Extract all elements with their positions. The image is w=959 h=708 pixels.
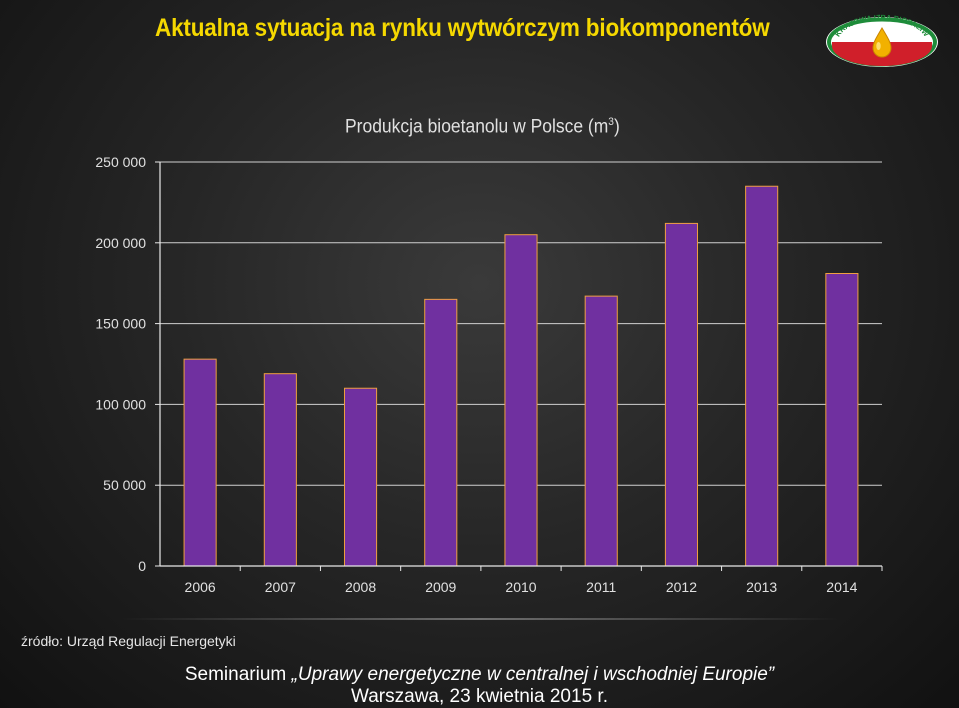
- bar-2013: [745, 185, 779, 567]
- x-tick-label: 2010: [505, 579, 536, 595]
- footer-seminar-line: Seminarium „Uprawy energetyczne w centra…: [184, 664, 775, 685]
- x-tick-label: 2013: [746, 579, 777, 595]
- bar-2011: [584, 295, 618, 567]
- x-tick-label: 2012: [666, 579, 697, 595]
- x-tick-label: 2008: [345, 579, 376, 595]
- bar-2009: [424, 298, 458, 567]
- x-tick-label: 2014: [826, 579, 857, 595]
- bar-2006: [183, 358, 217, 567]
- y-tick-label: 100 000: [95, 396, 146, 412]
- bar-2014: [825, 273, 859, 567]
- krajowa-izba-biopaliw-logo: KRAJOWA IZBA BIOPALIW: [826, 13, 938, 67]
- x-tick-label: 2009: [425, 579, 456, 595]
- x-tick-label: 2011: [586, 579, 616, 595]
- y-tick-label: 250 000: [95, 154, 146, 170]
- bioethanol-production-chart: 0 50 000 100 000 150 000 200 000 250 000 2006…: [95, 154, 883, 595]
- bar-2007: [263, 373, 297, 567]
- y-tick-label: 150 000: [95, 316, 146, 332]
- bar-2008: [344, 387, 378, 567]
- y-tick-label: 200 000: [95, 235, 146, 251]
- y-tick-label: 0: [138, 558, 146, 574]
- footer-date-line: Warszawa, 23 kwietnia 2015 r.: [351, 686, 608, 707]
- chart-title: Produkcja bioetanolu w Polsce (m3): [345, 116, 620, 138]
- slide-title: Aktualna sytuacja na rynku wytwórczym bi…: [155, 14, 770, 42]
- y-tick-label: 50 000: [103, 477, 146, 493]
- footer-divider: [120, 618, 840, 620]
- source-note: źródło: Urząd Regulacji Energetyki: [21, 633, 236, 649]
- bar-2010: [504, 234, 538, 567]
- bar-2012: [664, 222, 698, 567]
- x-tick-label: 2007: [265, 579, 296, 595]
- x-tick-label: 2006: [185, 579, 216, 595]
